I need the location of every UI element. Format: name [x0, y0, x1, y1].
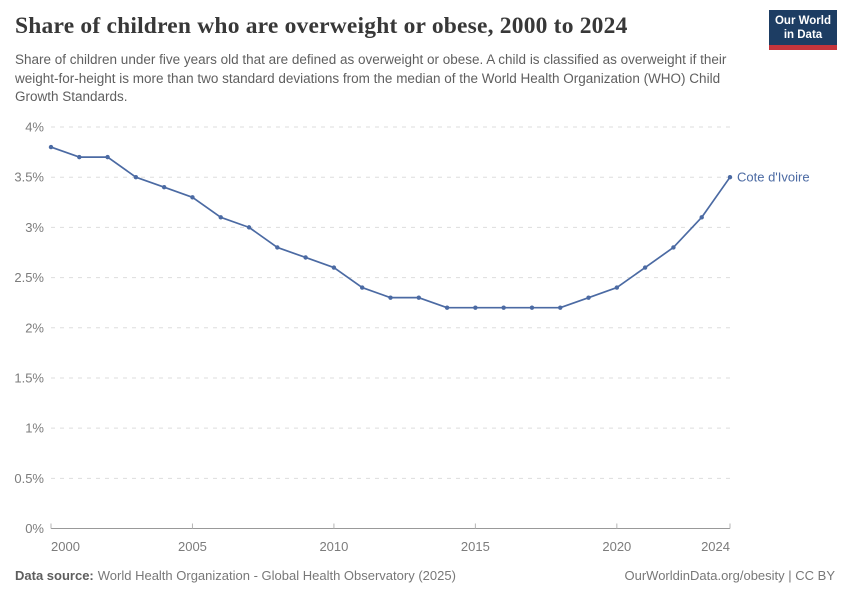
data-point[interactable] — [671, 245, 676, 250]
data-point[interactable] — [416, 295, 421, 300]
data-point[interactable] — [388, 295, 393, 300]
page-title: Share of children who are overweight or … — [15, 13, 628, 39]
data-source: Data source: World Health Organization - … — [15, 568, 456, 583]
owid-logo-box: Our World in Data — [769, 10, 837, 50]
data-point[interactable] — [614, 285, 620, 290]
data-point[interactable] — [275, 245, 280, 250]
x-tick-label: 2005 — [178, 539, 207, 554]
data-point[interactable] — [586, 295, 591, 300]
data-point[interactable] — [727, 174, 733, 180]
x-tick-label: 2024 — [701, 539, 730, 554]
y-tick-label: 4% — [25, 120, 44, 135]
data-point[interactable] — [444, 305, 450, 310]
y-tick-label: 3.5% — [14, 170, 44, 185]
data-point[interactable] — [331, 265, 337, 270]
data-point[interactable] — [133, 174, 139, 180]
data-point[interactable] — [161, 185, 167, 190]
logo-line2: in Data — [783, 29, 823, 41]
y-tick-label: 0.5% — [14, 471, 44, 486]
data-point[interactable] — [190, 195, 195, 200]
owid-logo[interactable]: Our World in Data — [769, 10, 837, 50]
y-tick-label: 1% — [25, 421, 44, 436]
data-point[interactable] — [699, 215, 704, 220]
x-tick-label: 2020 — [602, 539, 631, 554]
x-tick-label: 2000 — [51, 539, 80, 554]
y-tick-label: 3% — [25, 220, 44, 235]
data-point[interactable] — [360, 285, 365, 290]
license-link[interactable]: OurWorldinData.org/obesity | CC BY — [624, 568, 836, 583]
data-source-label: Data source: — [15, 568, 94, 583]
data-point[interactable] — [558, 305, 563, 310]
data-point[interactable] — [105, 154, 110, 160]
data-point[interactable] — [303, 255, 308, 260]
data-point[interactable] — [529, 305, 535, 310]
page-subtitle: Share of children under five years old t… — [15, 52, 727, 104]
data-point[interactable] — [501, 305, 506, 310]
y-tick-label: 2% — [25, 320, 44, 335]
data-point[interactable] — [246, 225, 252, 230]
y-tick-label: 2.5% — [14, 270, 44, 285]
y-tick-label: 0% — [25, 521, 44, 536]
data-point[interactable] — [642, 265, 648, 270]
x-tick-label: 2015 — [461, 539, 490, 554]
x-tick-label: 2010 — [319, 539, 348, 554]
y-tick-label: 1.5% — [14, 370, 44, 385]
data-point[interactable] — [218, 215, 223, 220]
entity-label: Cote d'Ivoire — [737, 170, 810, 185]
logo-line1: Our World — [774, 15, 831, 27]
data-point[interactable] — [473, 305, 478, 310]
data-source-text: World Health Organization - Global Healt… — [97, 568, 456, 583]
chart-footer: Data source: World Health Organization - … — [15, 568, 835, 583]
data-point[interactable] — [77, 154, 82, 160]
data-point[interactable] — [48, 144, 54, 150]
